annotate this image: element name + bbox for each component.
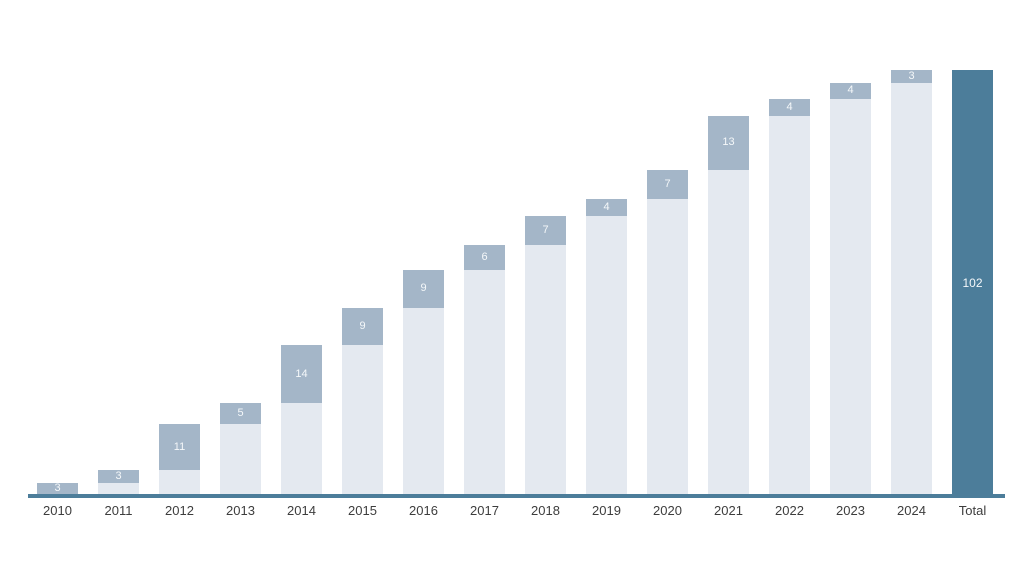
bar-2012: 11 <box>159 424 200 495</box>
base-segment-2024 <box>891 82 932 495</box>
bar-2013: 5 <box>220 403 261 495</box>
base-segment-2011 <box>98 482 139 495</box>
x-axis-label-2011: 2011 <box>104 503 133 518</box>
bar-2019: 4 <box>586 199 627 495</box>
x-axis-label-2017: 2017 <box>470 503 499 518</box>
increment-segment-2020: 7 <box>647 170 688 200</box>
increment-segment-2022: 4 <box>769 99 810 116</box>
increment-segment-2016: 9 <box>403 270 444 308</box>
x-axis-line <box>28 494 1005 498</box>
bar-value-label: 7 <box>664 178 671 191</box>
bar-total: 102 <box>952 70 993 495</box>
x-axis-label-2015: 2015 <box>348 503 377 518</box>
x-axis-label-2020: 2020 <box>653 503 682 518</box>
bar-2015: 9 <box>342 307 383 495</box>
x-axis-label-2022: 2022 <box>775 503 804 518</box>
x-axis-label-2018: 2018 <box>531 503 560 518</box>
increment-segment-2018: 7 <box>525 215 566 245</box>
bar-value-label: 11 <box>173 440 186 453</box>
x-axis-label-total: Total <box>958 503 987 518</box>
bar-2011: 3 <box>98 470 139 495</box>
x-axis-label-2013: 2013 <box>226 503 255 518</box>
bar-value-label: 9 <box>359 319 366 332</box>
base-segment-2019 <box>586 215 627 495</box>
base-segment-2023 <box>830 99 871 495</box>
bar-2017: 6 <box>464 245 505 495</box>
increment-segment-2012: 11 <box>159 424 200 470</box>
x-axis-label-2023: 2023 <box>836 503 865 518</box>
bar-2018: 7 <box>525 215 566 495</box>
bar-value-label: 9 <box>420 282 427 295</box>
x-axis-label-2012: 2012 <box>165 503 194 518</box>
bar-value-label: 13 <box>722 136 735 149</box>
base-segment-2015 <box>342 345 383 495</box>
bar-value-label: 4 <box>847 84 854 97</box>
x-axis-label-2010: 2010 <box>43 503 72 518</box>
base-segment-2022 <box>769 115 810 495</box>
bar-2020: 7 <box>647 170 688 495</box>
bar-2024: 3 <box>891 70 932 495</box>
bar-value-label: 3 <box>54 482 61 495</box>
x-axis-label-2021: 2021 <box>714 503 743 518</box>
bar-2014: 14 <box>281 345 322 495</box>
increment-segment-2010: 3 <box>37 482 78 495</box>
base-segment-2013 <box>220 424 261 495</box>
base-segment-2017 <box>464 270 505 495</box>
bar-2010: 3 <box>37 482 78 495</box>
bar-value-label: 4 <box>786 100 793 113</box>
increment-segment-2024: 3 <box>891 70 932 83</box>
base-segment-2021 <box>708 169 749 495</box>
base-segment-2020 <box>647 199 688 495</box>
bar-value-label: 4 <box>603 200 610 213</box>
increment-segment-2014: 14 <box>281 345 322 404</box>
total-value-label: 102 <box>962 275 983 290</box>
x-axis-label-2016: 2016 <box>409 503 438 518</box>
base-segment-2018 <box>525 244 566 495</box>
bar-value-label: 5 <box>237 407 244 420</box>
bar-value-label: 6 <box>481 251 488 263</box>
bar-2022: 4 <box>769 99 810 495</box>
base-segment-2016 <box>403 307 444 495</box>
bar-2016: 9 <box>403 270 444 495</box>
bar-value-label: 3 <box>115 469 122 482</box>
increment-segment-2011: 3 <box>98 470 139 483</box>
bar-value-label: 7 <box>542 223 549 236</box>
base-segment-2012 <box>159 469 200 495</box>
bar-value-label: 14 <box>295 367 308 380</box>
bar-value-label: 3 <box>908 69 915 82</box>
increment-segment-2023: 4 <box>830 82 871 100</box>
base-segment-2014 <box>281 403 322 495</box>
x-axis-label-2024: 2024 <box>897 503 926 518</box>
total-segment: 102 <box>952 70 993 495</box>
increment-segment-2013: 5 <box>220 403 261 425</box>
bar-2023: 4 <box>830 82 871 495</box>
increment-segment-2015: 9 <box>342 307 383 345</box>
increment-segment-2021: 13 <box>708 115 749 170</box>
increment-segment-2019: 4 <box>586 199 627 216</box>
bar-2021: 13 <box>708 115 749 495</box>
increment-segment-2017: 6 <box>464 245 505 270</box>
x-axis-label-2014: 2014 <box>287 503 316 518</box>
x-axis-label-2019: 2019 <box>592 503 621 518</box>
